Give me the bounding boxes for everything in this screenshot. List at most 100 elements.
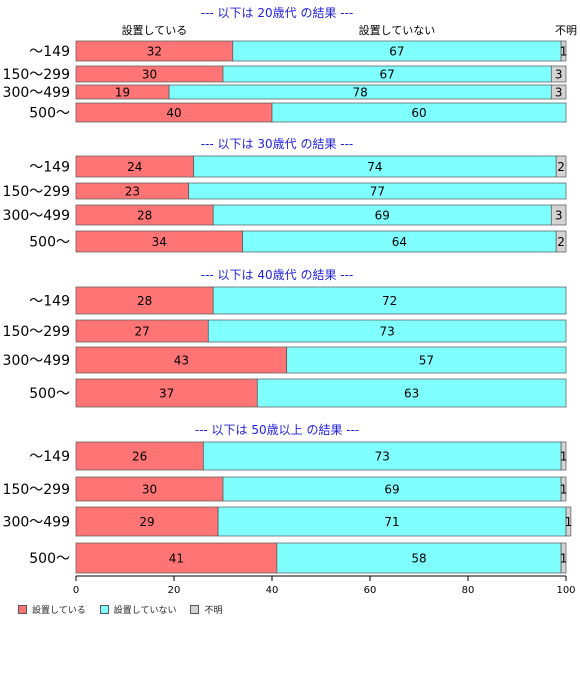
data-label: 3 xyxy=(555,68,563,82)
x-tick-label: 20 xyxy=(168,585,181,596)
panel-title-0: --- 以下は 20歳代 の結果 --- xyxy=(201,6,354,20)
data-label: 63 xyxy=(404,387,419,401)
panel-title-2: --- 以下は 40歳代 の結果 --- xyxy=(201,268,354,282)
row-label: 500〜 xyxy=(29,106,70,122)
data-label: 71 xyxy=(384,515,399,529)
data-label: 64 xyxy=(392,235,407,249)
panel-title-3: --- 以下は 50歳以上 の結果 --- xyxy=(195,423,360,437)
data-label: 57 xyxy=(419,354,434,368)
row-label: 500〜 xyxy=(29,235,70,251)
bar-segment xyxy=(286,346,567,374)
legend-swatch-unknown xyxy=(190,605,200,614)
x-tick-label: 80 xyxy=(462,585,475,596)
data-label: 28 xyxy=(137,209,152,223)
bar-segment xyxy=(75,441,204,471)
data-label: 1 xyxy=(560,450,568,464)
legend-label-not-installed: 設置していない xyxy=(113,606,177,616)
legend-swatch-not-installed xyxy=(99,605,109,614)
bar-segment xyxy=(75,476,224,502)
legend-label-unknown: 不明 xyxy=(204,606,223,616)
data-label: 30 xyxy=(142,483,157,497)
bar-segment xyxy=(560,542,567,574)
data-label: 1 xyxy=(560,483,568,497)
data-label: 69 xyxy=(375,209,390,223)
row-label: 150〜299 xyxy=(3,482,70,498)
data-label: 28 xyxy=(137,294,152,308)
data-label: 24 xyxy=(127,160,142,174)
row-label: 150〜299 xyxy=(3,184,70,200)
data-label: 1 xyxy=(565,515,573,529)
data-label: 72 xyxy=(382,294,397,308)
legend-item-installed: 設置している xyxy=(18,603,86,616)
data-label: 23 xyxy=(125,185,140,199)
bar-segment xyxy=(560,40,567,62)
panel-title-1: --- 以下は 30歳代 の結果 --- xyxy=(201,137,354,151)
data-label: 67 xyxy=(389,45,404,59)
bar-segment xyxy=(207,319,567,343)
top-label-2: 不明 xyxy=(555,24,577,37)
x-tick-label: 0 xyxy=(73,585,79,596)
data-label: 40 xyxy=(166,106,181,120)
data-label: 74 xyxy=(367,160,382,174)
bar-segment xyxy=(550,84,567,100)
bar-segment xyxy=(555,155,567,178)
row-label: 500〜 xyxy=(29,386,70,402)
bar-segment xyxy=(550,65,567,83)
data-label: 60 xyxy=(411,106,426,120)
data-label: 29 xyxy=(139,515,154,529)
data-label: 43 xyxy=(174,354,189,368)
bar-segment xyxy=(560,476,567,502)
row-label: 300〜499 xyxy=(3,353,70,369)
bar-segment xyxy=(276,542,562,574)
row-label: 300〜499 xyxy=(3,85,70,101)
x-tick-label: 100 xyxy=(556,585,575,596)
row-label: 150〜299 xyxy=(3,67,70,83)
data-label: 37 xyxy=(159,387,174,401)
bar-segment xyxy=(203,441,562,471)
data-label: 73 xyxy=(375,450,390,464)
legend-label-installed: 設置している xyxy=(32,606,86,616)
bar-segment xyxy=(75,286,214,315)
data-label: 26 xyxy=(132,450,147,464)
data-label: 2 xyxy=(557,235,565,249)
x-tick-label: 40 xyxy=(266,585,279,596)
legend-item-not-installed: 設置していない xyxy=(99,603,177,616)
legend-swatch-installed xyxy=(18,605,27,614)
bar-segment xyxy=(555,230,567,253)
data-label: 3 xyxy=(555,209,563,223)
legend-item-unknown: 不明 xyxy=(190,603,222,616)
row-label: 500〜 xyxy=(29,551,70,567)
bar-segment xyxy=(75,346,288,374)
data-label: 1 xyxy=(560,552,568,566)
data-label: 58 xyxy=(411,552,426,566)
data-label: 19 xyxy=(115,86,130,100)
top-label-0: 設置している xyxy=(122,23,188,37)
bar-segment xyxy=(550,204,567,226)
data-label: 41 xyxy=(169,552,184,566)
data-label: 69 xyxy=(384,483,399,497)
bar-segment xyxy=(75,378,258,408)
data-label: 34 xyxy=(152,235,167,249)
row-label: 〜149 xyxy=(29,160,70,176)
legend: 設置している 設置していない 不明 xyxy=(18,603,222,616)
row-label: 〜149 xyxy=(29,44,70,60)
row-label: 300〜499 xyxy=(3,515,70,531)
data-label: 32 xyxy=(147,45,162,59)
row-label: 〜149 xyxy=(29,294,70,310)
data-label: 27 xyxy=(135,325,150,339)
bar-segment xyxy=(75,506,219,537)
row-label: 300〜499 xyxy=(3,208,70,224)
bar-segment xyxy=(188,182,567,200)
data-label: 67 xyxy=(380,68,395,82)
row-label: 〜149 xyxy=(29,449,70,465)
bar-segment xyxy=(222,476,562,502)
bar-segment xyxy=(256,378,567,408)
row-label: 150〜299 xyxy=(3,324,70,340)
bar-segment xyxy=(75,542,278,574)
data-label: 3 xyxy=(555,86,563,100)
data-label: 78 xyxy=(353,86,368,100)
data-label: 2 xyxy=(557,160,565,174)
data-label: 73 xyxy=(380,325,395,339)
data-label: 30 xyxy=(142,68,157,82)
